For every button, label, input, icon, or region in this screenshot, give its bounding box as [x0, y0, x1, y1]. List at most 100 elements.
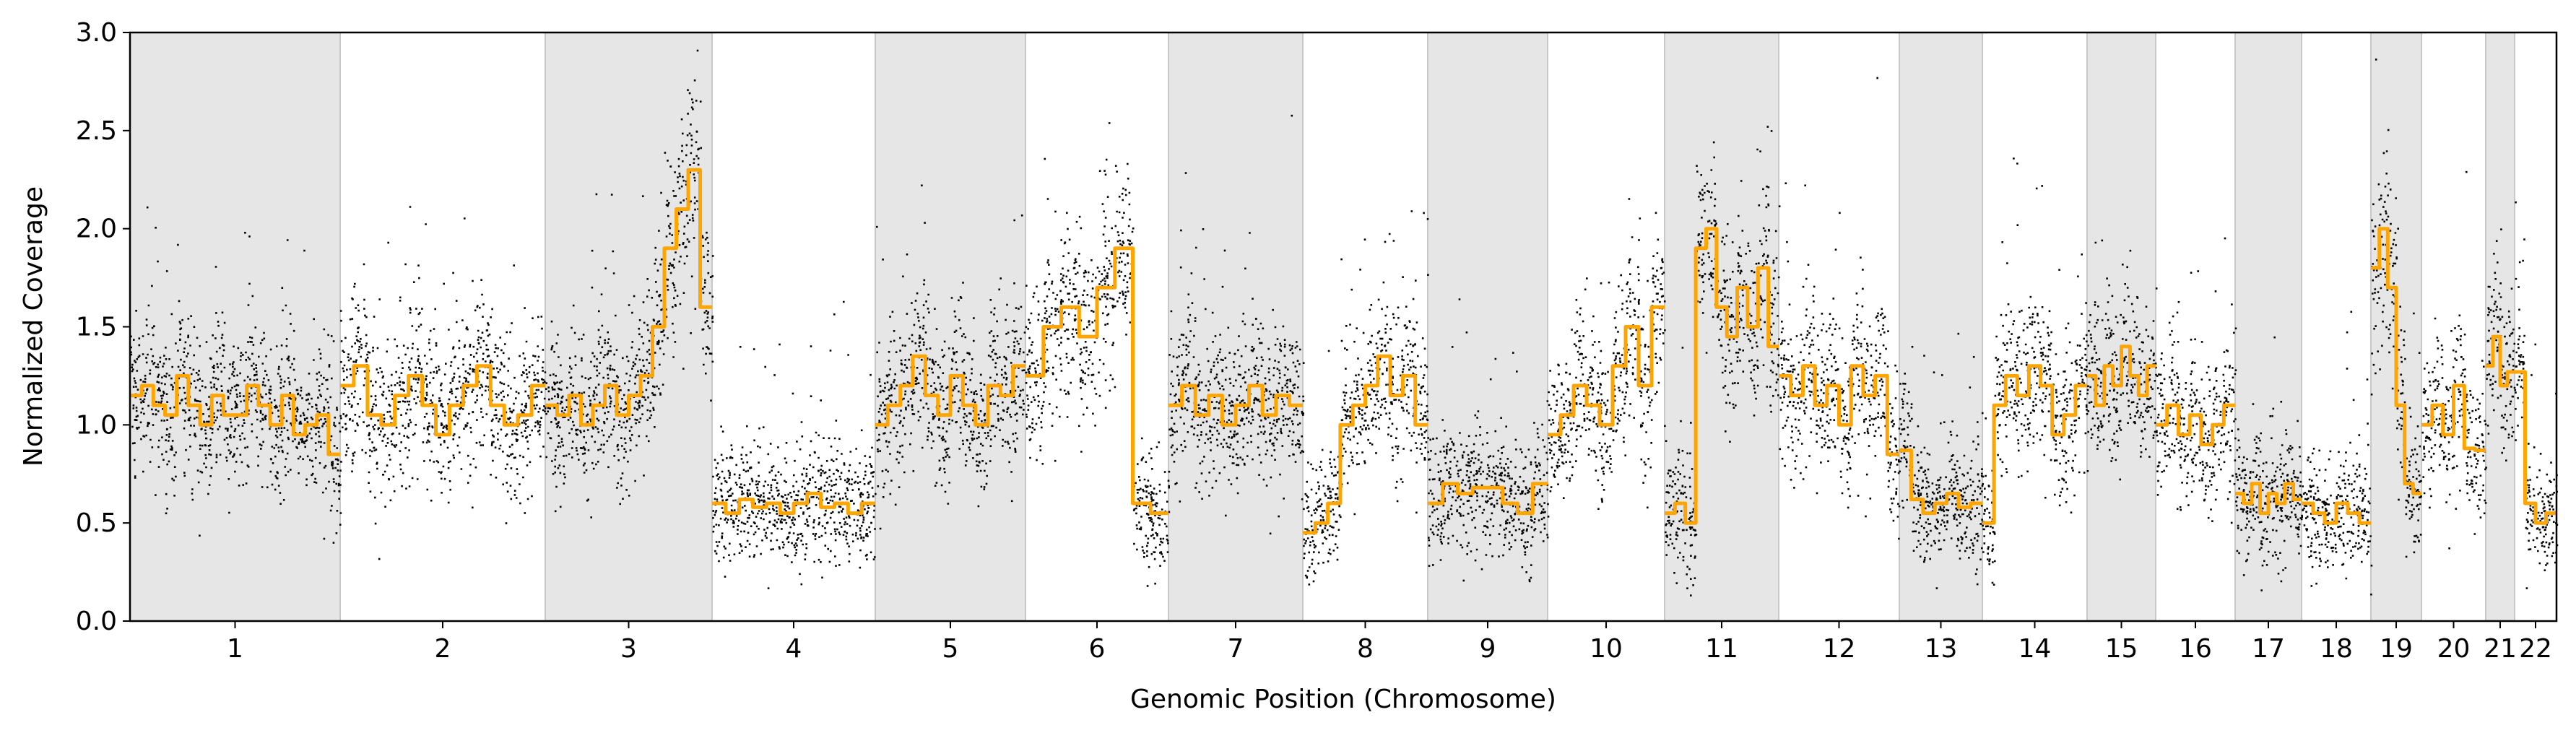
coverage-points-chr10-8: [1652, 212, 1666, 428]
coverage-points-chr5-6: [950, 282, 965, 450]
segment-line-chr10: [1548, 305, 1665, 437]
coverage-points-chr1-5: [188, 315, 201, 537]
coverage-points-chr4-9: [834, 300, 850, 567]
segment-line-chr13: [1899, 448, 1982, 516]
x-axis: 1 2 3 4 5 6 7 8 9 10 11 12 13 14 15 16 17 18 19 20 21 22: [227, 621, 2552, 664]
coverage-points-chr7-4: [1222, 249, 1238, 517]
coverage-points-chr22-1: [2525, 343, 2538, 589]
y-axis-label: Normalized Coverage: [19, 186, 48, 467]
x-tick-label-20: 20: [2437, 634, 2471, 664]
coverage-points-chr1-9: [235, 232, 249, 487]
segment-line-chr3: [545, 168, 712, 427]
coverage-points-chr4-4: [766, 343, 782, 589]
segment-line-chr22: [2515, 370, 2557, 525]
coverage-points-chr2-1: [354, 263, 370, 454]
segment-line-chr15: [2087, 344, 2156, 407]
coverage-points-chr2-12: [504, 264, 520, 524]
x-tick-label-6: 6: [1089, 634, 1106, 664]
chromosome-band-13: [1899, 32, 1983, 622]
coverage-points-chr20-3: [2453, 314, 2466, 510]
coverage-points-chr18-0: [2302, 448, 2315, 587]
x-tick-label-7: 7: [1228, 634, 1244, 664]
x-tick-label-15: 15: [2105, 634, 2138, 664]
coverage-points-chr6-3: [1079, 227, 1099, 453]
coverage-points-chr14-6: [2052, 269, 2065, 507]
y-tick-label-3.0: 3.0: [76, 18, 117, 48]
coverage-points-chr8-6: [1377, 233, 1392, 435]
coverage-points-chr11-4: [1706, 141, 1718, 318]
coverage-points-chr3-5: [605, 194, 619, 489]
x-tick-label-13: 13: [1925, 634, 1958, 664]
coverage-points-chr5-4: [925, 293, 940, 487]
coverage-points-chr7-0: [1168, 229, 1184, 503]
coverage-points-chr20-4: [2464, 170, 2477, 535]
x-tick-label-8: 8: [1357, 634, 1374, 664]
coverage-points-chr13-1: [1911, 346, 1925, 558]
coverage-points-chr17-1: [2243, 458, 2252, 563]
coverage-points-chr16-3: [2190, 270, 2203, 493]
segment-line-chr8: [1303, 354, 1428, 535]
x-tick-label-10: 10: [1590, 634, 1623, 664]
coverage-points-chr8-0: [1303, 461, 1317, 586]
coverage-points-chr18-3: [2336, 331, 2349, 580]
segment-line-chr6: [1025, 246, 1168, 516]
coverage-points-chr1-17: [329, 310, 342, 544]
x-tick-label-4: 4: [786, 634, 802, 664]
x-tick-label-11: 11: [1705, 634, 1738, 664]
coverage-points-chr4-1: [725, 444, 742, 562]
segment-line-chr18: [2302, 501, 2371, 525]
coverage-points-chr1-13: [282, 239, 295, 501]
coverage-points-chr4-3: [753, 348, 768, 558]
coverage-points-chr9-5: [1503, 352, 1519, 550]
x-tick-label-16: 16: [2179, 634, 2212, 664]
coverage-points-chr14-7: [2064, 322, 2078, 513]
plot-frame: [129, 31, 2558, 623]
x-tick-label-12: 12: [1823, 634, 1856, 664]
coverage-points-chr12-0: [1779, 182, 1792, 481]
coverage-points-chr14-8: [2075, 253, 2089, 474]
x-tick-label-22: 22: [2519, 634, 2552, 664]
coverage-points-chr10-0: [1548, 363, 1563, 493]
y-tick-label-2.5: 2.5: [76, 116, 117, 146]
x-axis-label: Genomic Position (Chromosome): [1130, 685, 1556, 714]
segment-line-chr16: [2156, 403, 2235, 446]
x-tick-label-9: 9: [1480, 634, 1496, 664]
coverage-points-chr10-6: [1626, 198, 1640, 419]
coverage-points-chr11-3: [1696, 165, 1708, 354]
coverage-points-chr2-3: [381, 241, 397, 508]
coverage-points-chr14-5: [2040, 185, 2053, 499]
coverage-points-chr7-8: [1275, 325, 1291, 518]
coverage-points: [130, 49, 2559, 597]
segment-line-chr7: [1168, 383, 1303, 427]
x-tick-label-2: 2: [435, 634, 451, 664]
coverage-points-chr8-5: [1366, 304, 1379, 454]
coverage-points-chr20-5: [2475, 360, 2487, 519]
coverage-points-chr4-7: [807, 345, 823, 563]
x-tick-label-5: 5: [942, 634, 959, 664]
coverage-points-chr18-5: [2359, 378, 2373, 596]
coverage-points-chr14-1: [1994, 241, 2008, 477]
coverage-points-chr22-0: [2515, 201, 2527, 441]
coverage-points-chr2-7: [435, 282, 451, 504]
coverage-points-chr2-11: [490, 308, 506, 486]
coverage-points-chr2-14: [532, 316, 547, 458]
coverage-points-chr8-9: [1415, 212, 1429, 514]
coverage-points-chr5-2: [900, 253, 915, 474]
coverage-points-chr2-9: [463, 217, 479, 509]
segment-line-chr4: [712, 491, 875, 516]
y-axis: 0.0 0.5 1.0 1.5 2.0 2.5 3.0: [76, 18, 130, 636]
coverage-points-chr21-2: [2500, 228, 2509, 461]
coverage-points-chr6-5: [1114, 162, 1135, 336]
chromosome-band-3: [545, 32, 713, 622]
coverage-points-chr17-6: [2285, 429, 2295, 528]
coverage-points-chr9-6: [1517, 448, 1534, 583]
coverage-points-chr18-4: [2348, 311, 2362, 559]
coverage-points-chr16-2: [2178, 382, 2192, 511]
chromosome-band-5: [875, 32, 1026, 622]
coverage-points-chr11-0: [1665, 440, 1677, 574]
coverage-points-chr20-2: [2442, 330, 2455, 550]
coverage-points-chr14-4: [2029, 187, 2043, 444]
coverage-points-chr21-1: [2493, 240, 2502, 399]
coverage-points-chr5-5: [938, 340, 952, 505]
